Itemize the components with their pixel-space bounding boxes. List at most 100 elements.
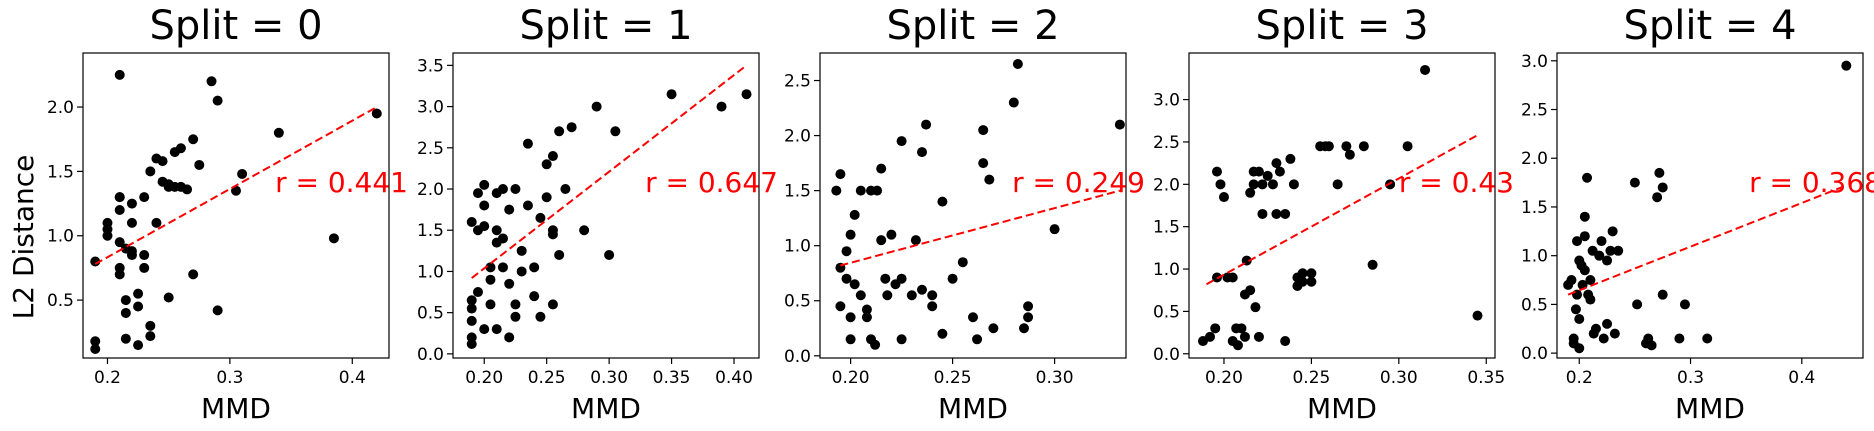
data-point [849,209,860,220]
data-point [510,184,521,195]
data-point [1250,302,1261,313]
x-axis-label: MMD [1307,392,1377,425]
y-tick-label: 0.5 [47,291,74,311]
axes-frame [452,52,760,359]
data-point [237,168,248,179]
x-tick-label: 0.3 [1677,368,1704,388]
data-point [1267,179,1278,190]
data-point [1257,208,1268,219]
data-point [906,290,917,301]
fit-line [471,64,748,279]
data-point [1613,245,1624,256]
axes-frame [82,52,390,359]
data-point [1367,259,1378,270]
data-point [114,69,125,80]
data-point [188,134,199,145]
y-tick-label: 3.0 [417,98,444,118]
data-point [479,324,490,335]
data-point [1570,304,1581,315]
data-point [968,312,978,323]
data-point [1566,275,1577,286]
data-point [1285,153,1296,164]
data-point [151,217,162,228]
data-point [1674,333,1685,344]
data-point [1585,294,1596,305]
data-point [872,185,883,196]
data-point [870,339,881,350]
data-point [861,312,872,323]
y-tick-label: 3.0 [1153,91,1180,111]
data-point [120,295,131,306]
x-axis-label: MMD [571,392,641,425]
x-tick-label: 0.30 [1380,368,1418,388]
data-point [133,288,144,299]
data-point [504,278,515,289]
y-tick-label: 0.5 [1521,295,1548,315]
axes-frame [819,52,1127,359]
y-tick-label: 2.0 [784,127,811,147]
data-point [529,262,540,273]
data-point [1019,323,1029,334]
data-point [841,246,852,257]
x-tick-label: 0.25 [934,368,972,388]
fit-line [1567,184,1847,296]
data-point [910,235,921,246]
x-tick-label: 0.25 [1292,368,1330,388]
data-point [133,301,144,312]
data-point [1657,182,1668,193]
data-point [1572,289,1583,300]
data-point [516,245,527,256]
y-tick-label: 1.0 [417,262,444,282]
data-point [212,95,223,106]
data-point [114,192,125,203]
data-point [485,274,496,285]
data-point [1605,245,1616,256]
data-point [1257,179,1268,190]
data-point [1280,208,1291,219]
data-point [1288,179,1299,190]
data-point [1227,272,1238,283]
data-point [120,307,131,318]
data-point [479,179,490,190]
data-point [604,249,615,260]
data-point [1253,166,1264,177]
x-axis-label: MMD [938,392,1008,425]
x-tick-label: 0.4 [339,368,366,388]
data-point [591,101,602,112]
data-point [485,262,496,273]
y-tick-label: 0.5 [784,292,811,312]
data-point [972,334,983,345]
data-point [1232,340,1243,351]
data-point [157,156,168,167]
data-point [1585,275,1596,286]
data-point [479,200,490,211]
data-point [876,235,887,246]
data-point [1341,141,1352,152]
correlation-annotation: r = 0.368 [1749,166,1874,199]
data-point [328,233,339,244]
y-tick-label: 3.0 [1521,52,1548,72]
data-point [466,216,477,227]
data-point [1204,331,1215,342]
data-point [466,295,477,306]
data-point [1598,333,1609,344]
x-tick-label: 0.20 [1205,368,1243,388]
x-tick-label: 0.3 [216,368,243,388]
data-point [491,324,502,335]
data-point [231,185,241,196]
data-point [947,273,958,284]
data-point [145,320,156,331]
data-point [90,336,101,347]
data-point [114,205,125,216]
y-tick-label: 2.5 [1521,101,1548,121]
correlation-annotation: r = 0.249 [1012,166,1145,199]
y-tick-label: 2.5 [1153,133,1180,153]
data-point [547,151,558,162]
data-point [535,311,546,322]
data-point [504,204,515,215]
data-point [988,323,999,334]
y-tick-label: 0.0 [784,347,811,367]
data-point [560,184,571,195]
data-point [273,127,284,138]
